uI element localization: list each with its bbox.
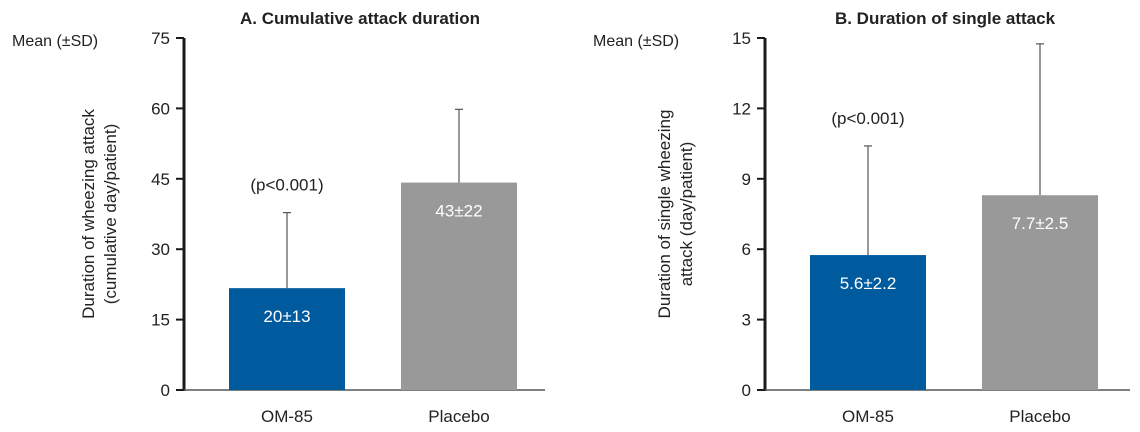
y-tick-label: 60: [151, 99, 170, 118]
p-value-annotation: (p<0.001): [250, 176, 323, 195]
y-tick-label: 75: [151, 29, 170, 48]
mean-sd-label: Mean (±SD): [12, 33, 98, 50]
y-axis-label: (cumulative day/patient): [101, 124, 120, 304]
y-tick-label: 15: [732, 29, 751, 48]
y-tick-label: 3: [742, 311, 751, 330]
chart-panel-a: A. Cumulative attack duration Mean (±SD) D…: [12, 9, 545, 426]
y-axis-label: attack (day/patient): [677, 142, 696, 287]
bar-om-85: [229, 288, 345, 390]
y-tick-label: 30: [151, 240, 170, 259]
bar-value-label: 43±22: [435, 202, 482, 221]
x-tick-label: OM-85: [842, 407, 894, 426]
chart-panel-b: B. Duration of single attack Mean (±SD) Du…: [593, 9, 1130, 426]
y-tick-label: 6: [742, 240, 751, 259]
bar-value-label: 7.7±2.5: [1012, 214, 1069, 233]
bar-om-85: [810, 255, 926, 390]
y-axis-label: Duration of single wheezing: [655, 110, 674, 319]
chart-title: B. Duration of single attack: [835, 9, 1056, 28]
bar-placebo: [982, 195, 1098, 390]
y-tick-label: 0: [742, 381, 751, 400]
y-tick-label: 45: [151, 170, 170, 189]
y-tick-label: 9: [742, 170, 751, 189]
mean-sd-label: Mean (±SD): [593, 33, 679, 50]
x-tick-label: Placebo: [428, 407, 489, 426]
x-tick-label: OM-85: [261, 407, 313, 426]
y-tick-label: 12: [732, 99, 751, 118]
bar-value-label: 5.6±2.2: [840, 274, 897, 293]
y-tick-label: 0: [161, 381, 170, 400]
chart-title: A. Cumulative attack duration: [240, 9, 480, 28]
p-value-annotation: (p<0.001): [831, 109, 904, 128]
bar-placebo: [401, 182, 517, 390]
x-tick-label: Placebo: [1009, 407, 1070, 426]
y-tick-label: 15: [151, 311, 170, 330]
bar-value-label: 20±13: [263, 307, 310, 326]
y-axis-label: Duration of wheezing attack: [79, 109, 98, 319]
